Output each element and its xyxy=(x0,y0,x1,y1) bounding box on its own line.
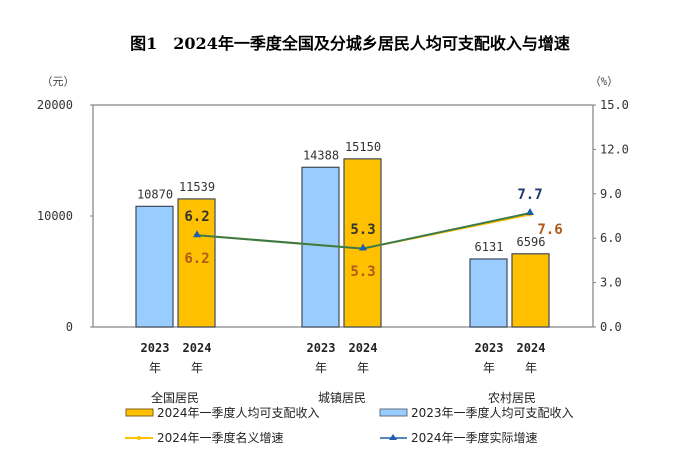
right-tick-label: 0.0 xyxy=(600,320,622,334)
left-axis-unit: （元） xyxy=(42,75,75,88)
bar-value-label: 14388 xyxy=(303,148,339,162)
legend-marker-real xyxy=(389,434,397,440)
right-tick-label: 9.0 xyxy=(600,187,622,201)
bar-value-label: 11539 xyxy=(179,180,215,194)
right-axis-unit: （%） xyxy=(590,75,619,88)
nominal-growth-label: 6.2 xyxy=(184,251,209,267)
right-tick-label: 6.0 xyxy=(600,231,622,245)
legend-label: 2024年一季度人均可支配收入 xyxy=(157,405,320,420)
year-label: 2023 xyxy=(141,341,170,355)
bar-2023 xyxy=(135,205,174,328)
chart-title: 图1 2024年一季度全国及分城乡居民人均可支配收入与增速 xyxy=(130,34,570,53)
legend-swatch-2024-income xyxy=(125,408,154,417)
category-label: 城镇居民 xyxy=(318,391,366,405)
legend-swatch-2023-income xyxy=(379,408,408,417)
nominal-growth-label: 7.6 xyxy=(537,222,562,238)
year-suffix-label: 年 xyxy=(149,361,161,375)
bar-2023 xyxy=(469,258,508,328)
left-tick-label: 20000 xyxy=(37,98,73,112)
bar-2024 xyxy=(177,198,216,328)
category-label: 农村居民 xyxy=(488,391,536,405)
plot-area xyxy=(92,104,594,328)
year-label: 2024 xyxy=(183,341,212,355)
year-suffix-label: 年 xyxy=(315,361,327,375)
right-tick-label: 3.0 xyxy=(600,276,622,290)
bar-value-label: 15150 xyxy=(345,140,381,154)
year-suffix-label: 年 xyxy=(191,361,203,375)
year-label: 2024 xyxy=(349,341,378,355)
year-label: 2023 xyxy=(475,341,504,355)
legend-marker-nominal xyxy=(137,436,141,440)
right-tick-label: 15.0 xyxy=(600,98,629,112)
real-growth-label: 6.2 xyxy=(184,209,209,225)
year-label: 2023 xyxy=(307,341,336,355)
year-suffix-label: 年 xyxy=(357,361,369,375)
right-tick-label: 12.0 xyxy=(600,142,629,156)
real-growth-marker xyxy=(359,243,367,251)
bar-value-label: 6596 xyxy=(517,235,546,249)
year-suffix-label: 年 xyxy=(483,361,495,375)
nominal-growth-label: 5.3 xyxy=(350,264,375,280)
real-growth-label: 5.3 xyxy=(350,222,375,238)
real-growth-marker xyxy=(526,208,534,216)
year-suffix-label: 年 xyxy=(525,361,537,375)
real-growth-marker xyxy=(193,230,201,238)
real-growth-label: 7.7 xyxy=(517,187,542,203)
legend-label: 2024年一季度实际增速 xyxy=(411,430,538,445)
bar-value-label: 6131 xyxy=(475,240,504,254)
bar-2024 xyxy=(343,158,382,328)
category-label: 全国居民 xyxy=(151,390,199,405)
bar-2024 xyxy=(511,253,550,328)
legend-label: 2024年一季度名义增速 xyxy=(157,430,284,445)
year-label: 2024 xyxy=(517,341,546,355)
left-tick-label: 10000 xyxy=(37,209,73,223)
left-tick-label: 0 xyxy=(66,320,73,334)
bar-value-label: 10870 xyxy=(137,187,173,201)
legend-label: 2023年一季度人均可支配收入 xyxy=(411,405,574,420)
